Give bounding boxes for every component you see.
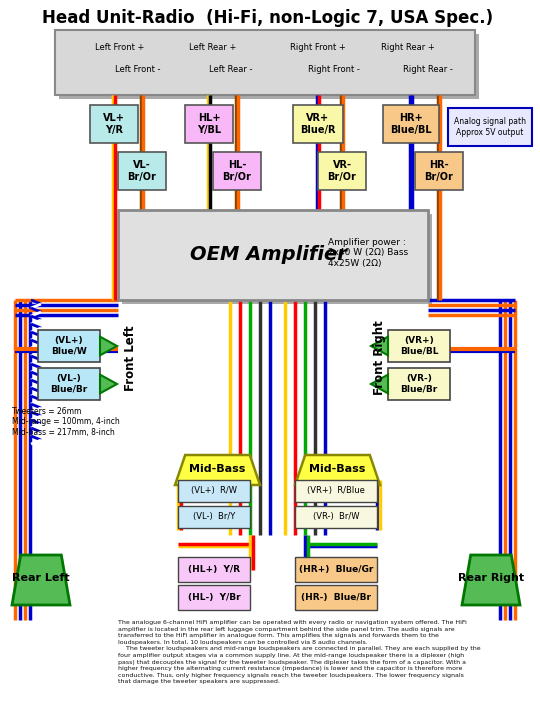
Text: Right Front +: Right Front + — [290, 44, 346, 52]
Text: OEM Amplifier: OEM Amplifier — [190, 245, 347, 264]
Text: Left Rear +: Left Rear + — [190, 44, 237, 52]
Bar — [383, 105, 439, 143]
Text: VR+
Blue/R: VR+ Blue/R — [300, 113, 336, 135]
Polygon shape — [100, 375, 117, 393]
Bar — [38, 330, 100, 362]
Text: HR-
Br/Or: HR- Br/Or — [424, 160, 454, 182]
Text: Mid-Bass: Mid-Bass — [309, 464, 365, 474]
Bar — [55, 30, 475, 95]
Text: Tweeters = 26mm: Tweeters = 26mm — [12, 407, 82, 416]
Polygon shape — [175, 455, 260, 485]
Text: Right Rear +: Right Rear + — [381, 44, 435, 52]
Text: HL-
Br/Or: HL- Br/Or — [222, 160, 252, 182]
Text: (VL+)  R/W: (VL+) R/W — [191, 486, 237, 496]
Polygon shape — [295, 455, 380, 485]
Text: Left Front +: Left Front + — [96, 44, 145, 52]
Text: (VR+)  R/Blue: (VR+) R/Blue — [307, 486, 365, 496]
Bar — [90, 105, 138, 143]
Bar — [38, 368, 100, 400]
Text: VL-
Br/Or: VL- Br/Or — [127, 160, 157, 182]
Bar — [295, 506, 377, 528]
Bar — [118, 210, 428, 300]
Text: Left Front -: Left Front - — [115, 66, 161, 74]
Text: Amplifier power :
2x40 W (2Ω) Bass
4x25W (2Ω): Amplifier power : 2x40 W (2Ω) Bass 4x25W… — [328, 238, 408, 268]
Text: (VR-)
Blue/Br: (VR-) Blue/Br — [400, 374, 437, 394]
Text: HR+
Blue/BL: HR+ Blue/BL — [390, 113, 432, 135]
Text: (HL-)  Y/Br: (HL-) Y/Br — [188, 593, 240, 602]
Text: Front Left: Front Left — [124, 325, 137, 391]
Bar — [178, 557, 250, 582]
Polygon shape — [12, 555, 70, 605]
Bar — [213, 152, 261, 190]
Polygon shape — [462, 555, 520, 605]
Text: The analogue 6-channel HiFi amplifier can be operated with every radio or naviga: The analogue 6-channel HiFi amplifier ca… — [118, 620, 481, 684]
Text: Rear Left: Rear Left — [12, 573, 70, 583]
Bar — [388, 330, 450, 362]
Text: Front Right: Front Right — [374, 321, 387, 395]
Text: Right Front -: Right Front - — [308, 66, 360, 74]
Text: Rear Right: Rear Right — [458, 573, 524, 583]
Text: Analog signal path
Approx 5V output: Analog signal path Approx 5V output — [454, 117, 526, 136]
Text: (VL+)
Blue/W: (VL+) Blue/W — [51, 337, 87, 356]
Bar — [448, 108, 532, 146]
Bar — [185, 105, 233, 143]
Bar — [293, 105, 343, 143]
Bar — [295, 557, 377, 582]
Bar — [415, 152, 463, 190]
Text: VL+
Y/R: VL+ Y/R — [103, 113, 125, 135]
Text: Mid-range = 100mm, 4-inch: Mid-range = 100mm, 4-inch — [12, 418, 120, 426]
Text: VR-
Br/Or: VR- Br/Or — [328, 160, 356, 182]
Polygon shape — [371, 375, 388, 393]
Bar — [178, 480, 250, 502]
Polygon shape — [371, 337, 388, 356]
Text: HL+
Y/BL: HL+ Y/BL — [197, 113, 221, 135]
Bar — [178, 506, 250, 528]
Text: Left Rear -: Left Rear - — [210, 66, 253, 74]
Bar — [118, 152, 166, 190]
Text: Right Rear -: Right Rear - — [403, 66, 453, 74]
Text: (HR+)  Blue/Gr: (HR+) Blue/Gr — [299, 565, 373, 574]
Bar — [295, 480, 377, 502]
Text: (HR-)  Blue/Br: (HR-) Blue/Br — [301, 593, 371, 602]
Bar — [318, 152, 366, 190]
Bar — [59, 34, 479, 99]
Bar — [388, 368, 450, 400]
Text: (VL-)
Blue/Br: (VL-) Blue/Br — [50, 374, 87, 394]
Polygon shape — [100, 337, 117, 356]
Text: (VR+)
Blue/BL: (VR+) Blue/BL — [400, 337, 438, 356]
Bar — [178, 585, 250, 610]
Text: (VL-)  Br/Y: (VL-) Br/Y — [193, 513, 235, 522]
Text: Mid-bass = 217mm, 8-inch: Mid-bass = 217mm, 8-inch — [12, 428, 114, 436]
Text: (HL+)  Y/R: (HL+) Y/R — [188, 565, 240, 574]
Bar — [122, 214, 432, 304]
Bar — [295, 585, 377, 610]
Text: (VR-)  Br/W: (VR-) Br/W — [313, 513, 359, 522]
Text: Mid-Bass: Mid-Bass — [189, 464, 245, 474]
Text: Head Unit-Radio  (Hi-Fi, non-Logic 7, USA Spec.): Head Unit-Radio (Hi-Fi, non-Logic 7, USA… — [43, 9, 494, 27]
